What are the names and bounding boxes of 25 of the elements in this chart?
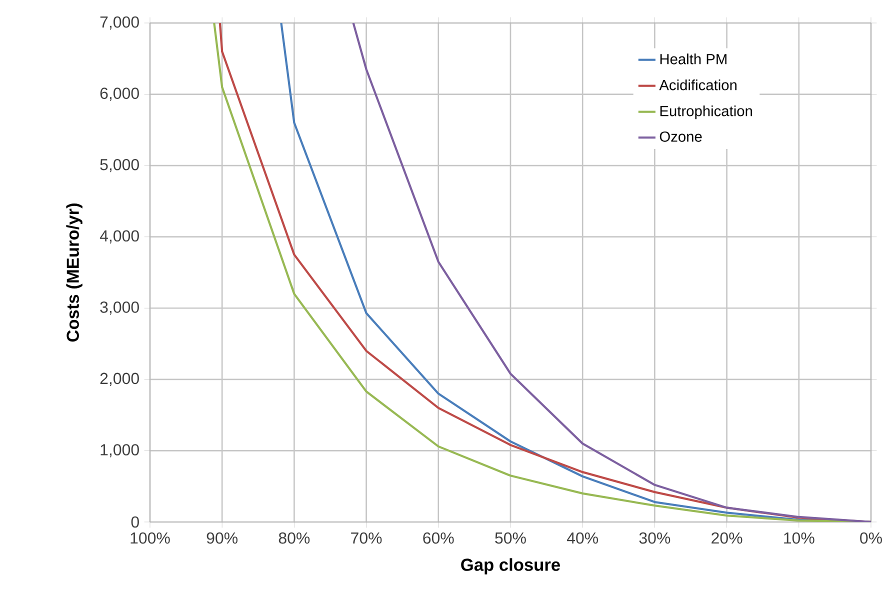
x-tick-label: 80% — [278, 532, 310, 544]
y-tick-label: 4,000 — [100, 230, 139, 244]
x-tick-label: 20% — [712, 532, 742, 544]
y-tick-label: 3,000 — [100, 302, 139, 315]
legend-label: Eutrophication — [660, 105, 752, 120]
x-tick-label: 60% — [423, 532, 454, 544]
x-tick-label: 100% — [130, 532, 170, 544]
y-tick-label: 2,000 — [100, 372, 139, 386]
y-tick-label: 7,000 — [100, 16, 139, 30]
y-tick-label: 0 — [131, 516, 139, 528]
x-tick-label: 10% — [784, 532, 814, 544]
x-tick-label: 0% — [860, 532, 882, 544]
x-axis-title: Gap closure — [461, 558, 560, 574]
legend-label: Acidification — [659, 80, 736, 90]
y-tick-label: 1,000 — [100, 444, 139, 458]
legend-label: Ozone — [660, 131, 702, 142]
x-tick-label: 40% — [566, 532, 598, 544]
y-axis-title: Costs (MEuro/yr) — [66, 204, 82, 342]
y-tick-label: 6,000 — [100, 88, 139, 101]
y-tick-label: 5,000 — [100, 158, 139, 172]
x-tick-label: 90% — [206, 532, 238, 544]
legend-label: Health PM — [660, 54, 726, 64]
x-tick-label: 70% — [351, 532, 382, 544]
x-tick-label: 30% — [639, 532, 670, 544]
x-tick-label: 50% — [495, 532, 526, 544]
